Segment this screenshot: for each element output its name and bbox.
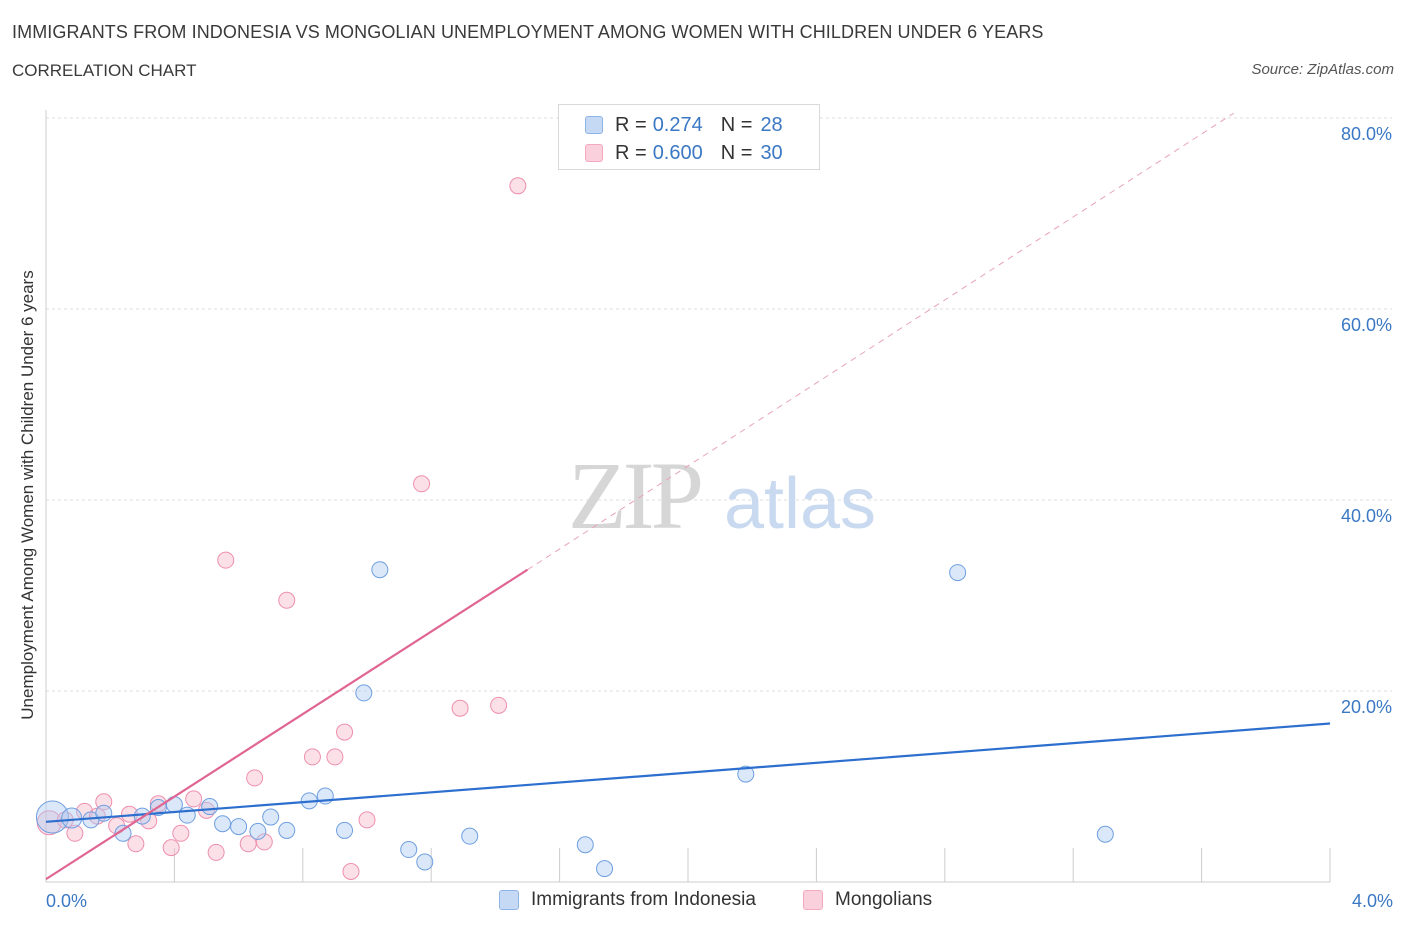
legend-n-value: 28 [760,113,783,136]
data-point-mongolians [303,748,321,766]
data-point-indonesia [576,836,594,854]
y-tick-label: 60.0% [1341,315,1392,335]
legend-n-label: N = [720,141,753,164]
series-legend: Immigrants from Indonesia Mongolians [0,889,1406,915]
legend-n-label: N = [720,113,753,136]
data-point-indonesia [400,841,418,859]
data-point-indonesia [61,807,83,829]
legend-r-value: 0.600 [652,141,703,164]
data-point-indonesia [371,561,389,579]
x-tick-label-min: 0.0% [46,891,88,911]
data-point-indonesia [596,860,614,878]
source-credit: Source: ZipAtlas.com [1251,61,1394,78]
legend-swatch-mongolians [585,144,603,162]
legend-swatch-mongolians [803,890,823,910]
x-tick-label-max: 4.0% [1351,891,1393,911]
data-point-mongolians [66,824,84,842]
legend-swatch-indonesia [499,890,519,910]
legend-r-label: R = [615,141,647,164]
legend-label-mongolians: Mongolians [835,889,933,910]
data-point-mongolians [207,843,225,861]
legend-row-indonesia: R = 0.274 N = 28 [585,113,783,137]
legend-label-indonesia: Immigrants from Indonesia [531,889,756,910]
data-point-mongolians [358,811,376,829]
data-point-mongolians [162,839,180,857]
y-tick-label: 40.0% [1341,506,1392,526]
data-point-mongolians [255,833,273,851]
data-point-indonesia [114,824,132,842]
trend-lines [45,112,1331,881]
data-point-mongolians [451,699,469,717]
data-point-mongolians [342,862,360,880]
data-point-mongolians [509,177,527,195]
watermark-atlas: atlas [724,464,876,544]
axes [45,110,1331,883]
legend-r-label: R = [615,113,647,136]
legend-n-value: 30 [760,141,783,164]
data-point-indonesia [262,808,280,826]
data-point-indonesia [336,821,354,839]
data-point-mongolians [413,475,431,493]
data-point-mongolians [336,723,354,741]
chart-subtitle: CORRELATION CHART [12,61,197,80]
trend-line-indonesia [45,722,1331,823]
data-point-indonesia [355,684,373,702]
data-points [35,177,1114,880]
watermark: ZIP atlas [568,442,876,549]
y-tick-labels: 20.0% 40.0% 60.0% 80.0% [1341,124,1392,717]
correlation-legend: R = 0.274 N = 28 R = 0.600 N = 30 [558,104,820,170]
data-point-mongolians [246,769,264,787]
data-point-indonesia [249,822,267,840]
legend-item-indonesia: Immigrants from Indonesia [499,889,756,911]
trend-line-mongolians [45,568,529,881]
legend-r-value: 0.274 [652,113,703,136]
data-point-indonesia [737,765,755,783]
data-point-indonesia [35,800,69,834]
legend-item-mongolians: Mongolians [803,889,932,911]
y-tick-label: 20.0% [1341,697,1392,717]
data-point-mongolians [490,696,508,714]
data-point-mongolians [127,835,145,853]
data-point-indonesia [461,827,479,845]
data-point-indonesia [416,853,434,871]
watermark-zip: ZIP [568,442,701,549]
data-point-indonesia [230,818,248,836]
data-point-mongolians [172,824,190,842]
data-point-indonesia [201,798,219,816]
y-tick-label: 80.0% [1341,124,1392,144]
data-point-mongolians [185,790,203,808]
data-point-mongolians [278,591,296,609]
data-point-indonesia [214,815,232,833]
data-point-indonesia [949,564,967,582]
data-point-indonesia [278,821,296,839]
data-point-mongolians [326,748,344,766]
data-point-indonesia [1096,825,1114,843]
legend-row-mongolians: R = 0.600 N = 30 [585,141,783,165]
chart-title: IMMIGRANTS FROM INDONESIA VS MONGOLIAN U… [12,22,1044,42]
gridlines [46,117,1392,692]
y-axis-label: Unemployment Among Women with Children U… [18,270,37,720]
legend-swatch-indonesia [585,116,603,134]
data-point-mongolians [217,551,235,569]
trend-extension-mongolians [527,112,1234,571]
